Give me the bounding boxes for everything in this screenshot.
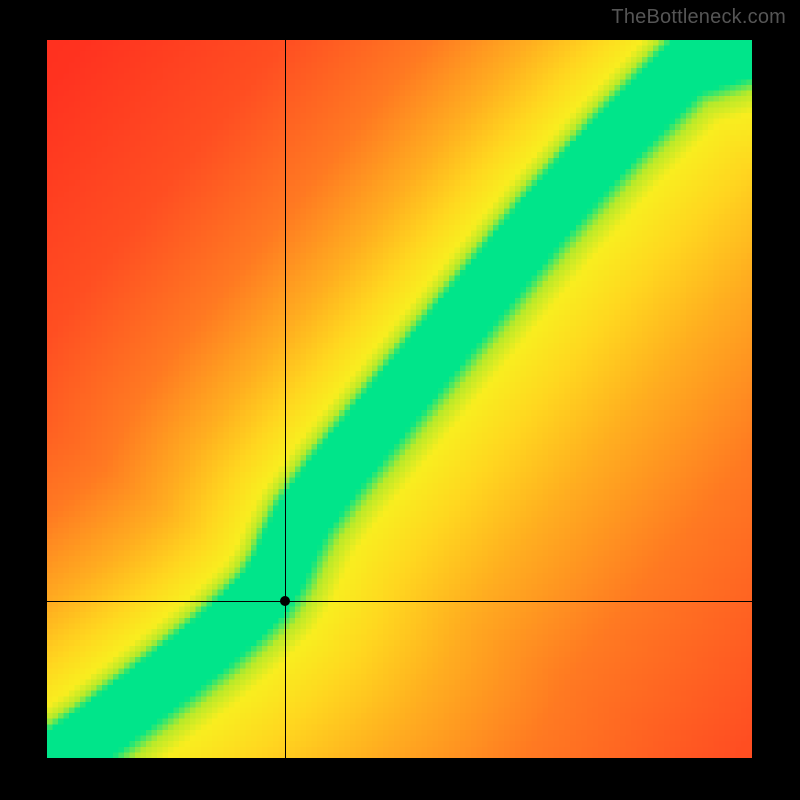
crosshair-vertical	[285, 40, 286, 758]
heatmap-canvas	[47, 40, 752, 758]
crosshair-horizontal	[47, 601, 752, 602]
chart-container: TheBottleneck.com	[0, 0, 800, 800]
watermark-text: TheBottleneck.com	[611, 6, 786, 29]
marker-dot	[280, 596, 290, 606]
heatmap-plot	[47, 40, 752, 758]
